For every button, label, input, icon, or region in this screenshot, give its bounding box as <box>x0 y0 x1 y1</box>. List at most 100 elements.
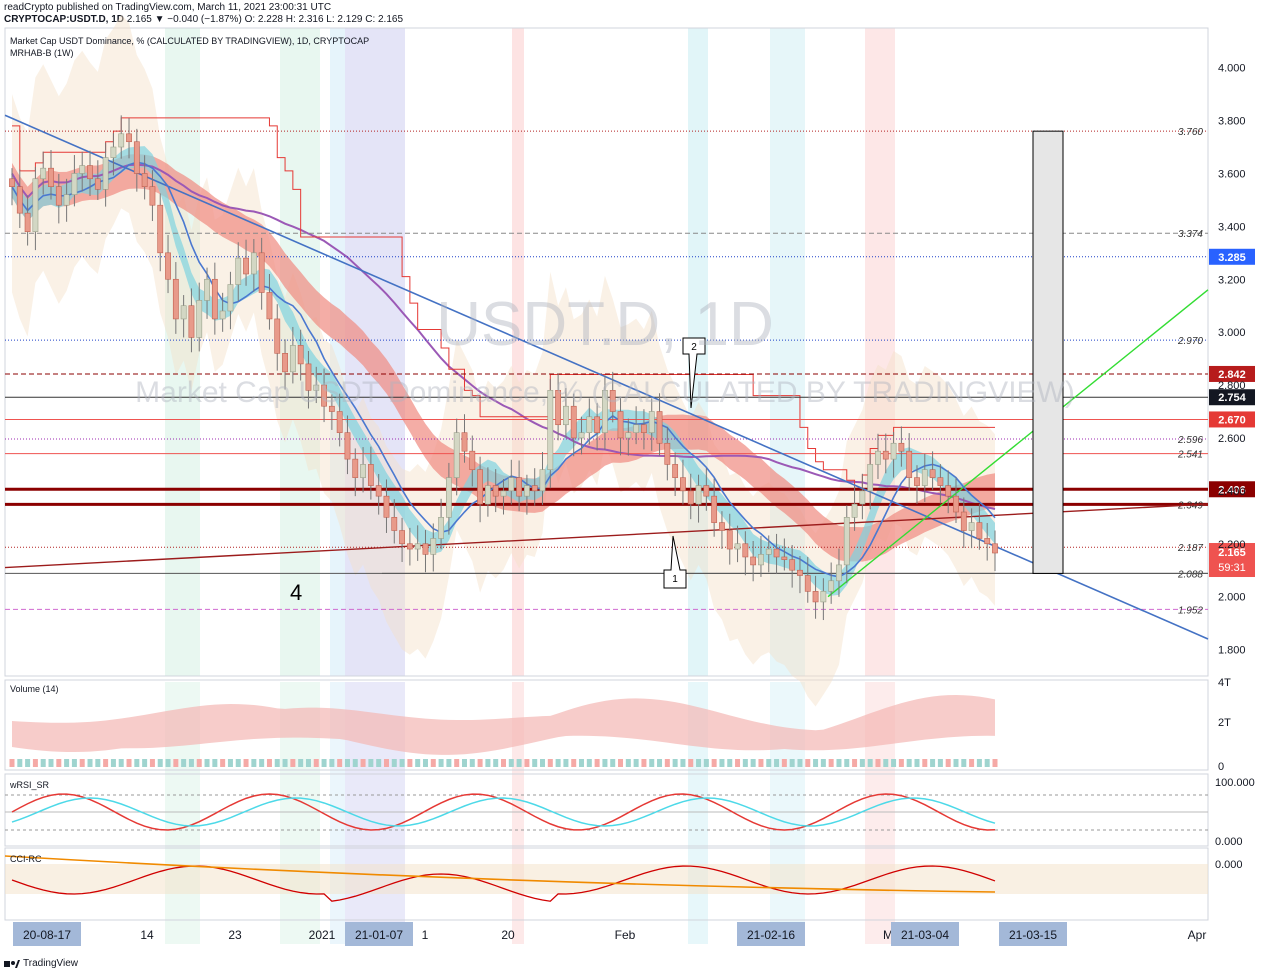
volume-bar <box>703 759 709 767</box>
volume-bar <box>48 759 54 767</box>
candle <box>602 390 608 433</box>
candle <box>563 405 569 426</box>
candle <box>758 554 764 566</box>
volume-bar <box>992 759 998 767</box>
candle <box>500 490 507 497</box>
candle <box>87 165 93 180</box>
volume-bar <box>586 759 592 767</box>
candle <box>492 485 499 497</box>
volume-bar <box>454 759 460 767</box>
candle <box>726 530 733 550</box>
candle <box>453 432 460 478</box>
candle <box>344 432 351 460</box>
publish-line: readCrypto published on TradingView.com,… <box>4 2 332 13</box>
volume-bar <box>984 759 990 767</box>
candle <box>9 178 15 187</box>
volume-bar <box>883 759 889 767</box>
volume-bar <box>625 759 631 767</box>
candle <box>55 186 62 206</box>
candle <box>422 543 429 555</box>
volume-bar <box>750 759 756 767</box>
level-badge-2.754 <box>1209 389 1255 406</box>
volume-bar <box>415 759 421 767</box>
main-pane-title: Market Cap USDT Dominance, % (CALCULATED… <box>10 36 369 46</box>
volume-bar <box>79 759 85 767</box>
volume-bar <box>555 759 561 767</box>
volume-bar <box>672 759 678 767</box>
volume-bar <box>532 759 538 767</box>
x-tick-label: 21-03-04 <box>901 928 949 942</box>
candle <box>188 305 195 338</box>
volume-bar <box>657 759 663 767</box>
volume-bar <box>602 759 608 767</box>
candle <box>898 442 905 452</box>
candle <box>664 442 671 465</box>
candle <box>734 543 741 550</box>
volume-band <box>12 695 995 755</box>
volume-bar <box>87 759 93 767</box>
x-tick-highlight <box>737 922 805 946</box>
candle <box>719 522 725 531</box>
candle <box>960 511 967 531</box>
volume-bar <box>641 759 647 767</box>
highlight-band <box>865 28 895 676</box>
volume-bar <box>227 759 233 767</box>
ma-ribbon-red <box>12 154 995 562</box>
volume-bar <box>110 759 116 767</box>
volume-bar <box>688 759 694 767</box>
candle <box>469 450 476 470</box>
candle <box>430 538 437 555</box>
candle <box>16 186 23 214</box>
volume-bar <box>259 759 265 767</box>
rsi-axis-label: 0.000 <box>1215 836 1243 848</box>
volume-bar <box>430 759 436 767</box>
volume-axis-label: 0 <box>1218 761 1224 773</box>
candle <box>992 543 998 554</box>
candle <box>133 141 140 174</box>
volume-bar <box>781 759 787 767</box>
candle <box>266 292 273 320</box>
volume-bar <box>828 759 834 767</box>
volume-bar <box>727 759 733 767</box>
x-tick-highlight <box>13 922 81 946</box>
candle <box>773 548 780 558</box>
candle <box>508 477 515 492</box>
volume-bar <box>633 759 639 767</box>
level-badge-2.842 <box>1209 365 1255 382</box>
candle <box>79 165 86 174</box>
last-price-badge <box>1209 543 1255 578</box>
volume-bar <box>852 759 858 767</box>
x-tick-label: 21-01-07 <box>355 928 403 942</box>
candle <box>180 305 187 320</box>
volume-bar <box>376 759 382 767</box>
candle <box>804 575 811 592</box>
cci-line <box>11 865 996 902</box>
rsi-pane-title: wRSI_SR <box>9 780 50 790</box>
level-badge-3.285 <box>1209 248 1255 265</box>
level-badge-text: 2.842 <box>1218 369 1246 381</box>
candle <box>828 580 835 592</box>
volume-bar <box>56 759 62 767</box>
y-tick-label: 3.200 <box>1218 274 1246 286</box>
cci-pane-title: CCI-RC <box>10 854 42 864</box>
highlight-band <box>512 28 524 676</box>
candle <box>118 133 125 148</box>
countdown-text: 59:31 <box>1218 562 1246 574</box>
volume-bar <box>181 759 187 767</box>
candle <box>414 543 421 550</box>
volume-bar <box>126 759 132 767</box>
volume-bar <box>251 759 257 767</box>
candle <box>625 432 632 439</box>
x-tick-highlight <box>999 922 1067 946</box>
last-price-text: 2.165 <box>1218 547 1246 559</box>
candle <box>165 252 171 280</box>
volume-bar <box>422 759 428 767</box>
candle <box>328 405 335 412</box>
highlight-band <box>165 28 200 676</box>
volume-bar <box>173 759 179 767</box>
candle <box>40 167 47 180</box>
level-badge-text: 3.285 <box>1218 252 1246 264</box>
candle <box>141 173 148 187</box>
candle <box>867 464 874 492</box>
